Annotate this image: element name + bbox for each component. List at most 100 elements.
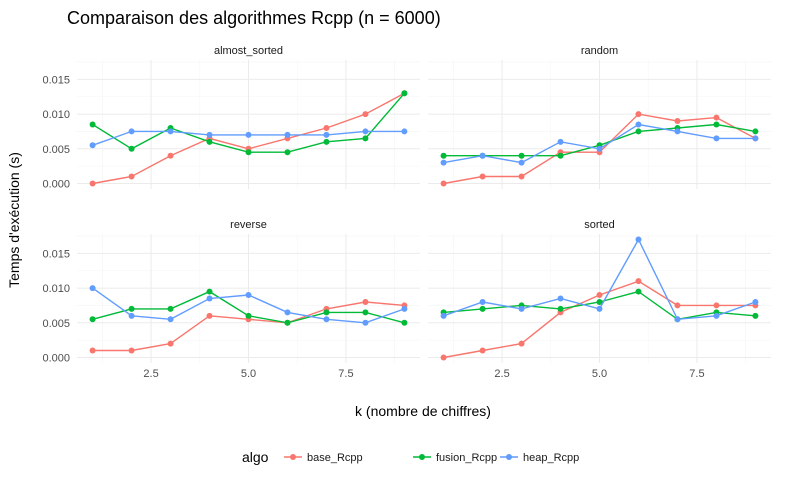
data-point-fusion_Rcpp	[752, 312, 759, 319]
legend-label: base_Rcpp	[307, 452, 363, 464]
x-tick-label: 7.5	[689, 368, 704, 380]
y-tick-label: 0.005	[42, 144, 70, 156]
data-point-base_Rcpp	[440, 354, 447, 361]
data-point-heap_Rcpp	[635, 236, 642, 243]
data-point-heap_Rcpp	[401, 305, 408, 312]
data-point-heap_Rcpp	[479, 152, 486, 159]
data-point-fusion_Rcpp	[401, 90, 408, 97]
data-point-fusion_Rcpp	[362, 309, 369, 316]
data-point-heap_Rcpp	[323, 131, 330, 138]
data-point-fusion_Rcpp	[635, 128, 642, 135]
x-tick-label: 7.5	[338, 368, 353, 380]
data-point-base_Rcpp	[362, 298, 369, 305]
data-point-heap_Rcpp	[752, 135, 759, 142]
facet-strip-label: random	[581, 45, 618, 57]
x-axis-title: k (nombre de chiffres)	[355, 403, 491, 419]
data-point-heap_Rcpp	[128, 128, 135, 135]
data-point-heap_Rcpp	[401, 128, 408, 135]
data-point-heap_Rcpp	[362, 319, 369, 326]
facet-strip-label: sorted	[584, 219, 615, 231]
data-point-fusion_Rcpp	[596, 298, 603, 305]
data-point-fusion_Rcpp	[713, 121, 720, 128]
data-point-fusion_Rcpp	[362, 135, 369, 142]
data-point-heap_Rcpp	[128, 312, 135, 319]
data-point-base_Rcpp	[518, 173, 525, 180]
data-point-heap_Rcpp	[245, 131, 252, 138]
y-axis-title: Temps d'exécution (s)	[6, 152, 22, 288]
data-point-fusion_Rcpp	[89, 316, 96, 323]
data-point-fusion_Rcpp	[89, 121, 96, 128]
facet-panels: almost_sorted 0.000 0.005 0.010 0.015 random r…	[42, 45, 771, 380]
y-tick-label: 0.010	[42, 109, 70, 121]
data-point-base_Rcpp	[674, 118, 681, 125]
y-tick-label: 0.010	[42, 283, 70, 295]
legend-label: heap_Rcpp	[523, 452, 579, 464]
data-point-base_Rcpp	[674, 302, 681, 309]
data-point-base_Rcpp	[479, 173, 486, 180]
data-point-fusion_Rcpp	[245, 312, 252, 319]
data-point-base_Rcpp	[89, 347, 96, 354]
data-point-base_Rcpp	[167, 152, 174, 159]
data-point-heap_Rcpp	[674, 128, 681, 135]
facet-panel-random: random	[428, 45, 771, 189]
data-point-fusion_Rcpp	[323, 138, 330, 145]
facet-panel-sorted: sorted 2.5 5.0 7.5	[428, 219, 771, 380]
data-point-base_Rcpp	[362, 111, 369, 118]
data-point-fusion_Rcpp	[128, 305, 135, 312]
facet-strip-label: reverse	[230, 219, 267, 231]
facet-strip-label: almost_sorted	[214, 45, 283, 57]
data-point-heap_Rcpp	[674, 316, 681, 323]
data-point-fusion_Rcpp	[440, 152, 447, 159]
data-point-heap_Rcpp	[206, 131, 213, 138]
data-point-heap_Rcpp	[440, 159, 447, 166]
data-point-base_Rcpp	[518, 340, 525, 347]
data-point-heap_Rcpp	[167, 128, 174, 135]
data-point-base_Rcpp	[713, 302, 720, 309]
chart-title: Comparaison des algorithmes Rcpp (n = 60…	[67, 8, 441, 28]
data-point-heap_Rcpp	[518, 159, 525, 166]
facet-panel-almost_sorted: almost_sorted 0.000 0.005 0.010 0.015	[42, 45, 420, 190]
y-tick-label: 0.000	[42, 352, 70, 364]
legend-item-fusion_Rcpp: fusion_Rcpp	[413, 452, 497, 464]
legend-key-point	[419, 454, 425, 460]
y-tick-label: 0.000	[42, 178, 70, 190]
legend-key-point	[506, 454, 512, 460]
data-point-heap_Rcpp	[479, 298, 486, 305]
legend: algo base_Rcpp fusion_Rcpp heap_Rcpp	[242, 449, 579, 465]
data-point-base_Rcpp	[713, 114, 720, 121]
panel-grid	[428, 234, 771, 363]
data-point-heap_Rcpp	[596, 145, 603, 152]
x-tick-label: 2.5	[143, 368, 158, 380]
data-point-heap_Rcpp	[89, 142, 96, 149]
data-point-base_Rcpp	[323, 124, 330, 131]
data-point-heap_Rcpp	[518, 305, 525, 312]
data-point-base_Rcpp	[167, 340, 174, 347]
data-point-heap_Rcpp	[557, 138, 564, 145]
data-point-base_Rcpp	[128, 347, 135, 354]
data-point-base_Rcpp	[440, 180, 447, 187]
data-point-base_Rcpp	[128, 173, 135, 180]
data-point-base_Rcpp	[206, 312, 213, 319]
data-point-heap_Rcpp	[752, 298, 759, 305]
data-point-fusion_Rcpp	[245, 149, 252, 156]
legend-key-point	[290, 454, 296, 460]
panel-grid	[77, 60, 420, 189]
data-point-fusion_Rcpp	[284, 319, 291, 326]
data-point-fusion_Rcpp	[206, 138, 213, 145]
data-point-heap_Rcpp	[167, 316, 174, 323]
facet-panel-reverse: reverse 0.000 0.005 0.010 0.015 2.5 5.0 7.5	[42, 219, 420, 380]
x-tick-label: 5.0	[592, 368, 607, 380]
data-point-base_Rcpp	[596, 292, 603, 299]
data-point-fusion_Rcpp	[557, 305, 564, 312]
data-point-heap_Rcpp	[362, 128, 369, 135]
data-point-heap_Rcpp	[89, 285, 96, 292]
data-point-heap_Rcpp	[323, 316, 330, 323]
y-tick-label: 0.015	[42, 74, 70, 86]
data-point-base_Rcpp	[635, 278, 642, 285]
data-point-base_Rcpp	[89, 180, 96, 187]
legend-item-heap_Rcpp: heap_Rcpp	[500, 452, 579, 464]
data-point-heap_Rcpp	[284, 309, 291, 316]
data-point-heap_Rcpp	[245, 292, 252, 299]
data-point-fusion_Rcpp	[557, 152, 564, 159]
data-point-fusion_Rcpp	[284, 149, 291, 156]
